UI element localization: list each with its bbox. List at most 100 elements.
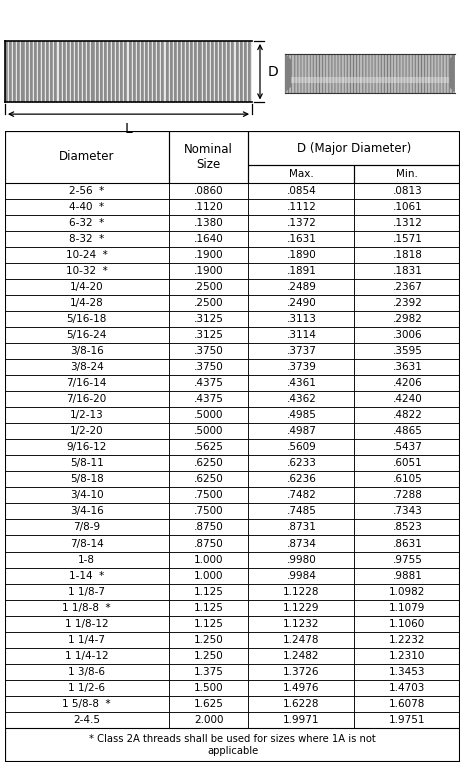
- Bar: [169, 696, 248, 712]
- Bar: [232, 41, 233, 103]
- Bar: [286, 54, 287, 93]
- Bar: [248, 600, 354, 615]
- Bar: [71, 41, 73, 103]
- Bar: [285, 54, 286, 93]
- Bar: [169, 584, 248, 600]
- Bar: [238, 41, 239, 103]
- Bar: [413, 54, 414, 93]
- Bar: [170, 41, 172, 103]
- Bar: [335, 54, 336, 93]
- Bar: [164, 41, 166, 103]
- Bar: [38, 41, 40, 103]
- Bar: [169, 664, 248, 680]
- Bar: [354, 615, 460, 632]
- Text: 1 1/4-12: 1 1/4-12: [65, 650, 108, 661]
- Bar: [248, 696, 354, 712]
- Bar: [169, 600, 248, 615]
- Text: 10-24  *: 10-24 *: [66, 251, 107, 260]
- Bar: [416, 54, 417, 93]
- Bar: [321, 54, 322, 93]
- Bar: [248, 567, 354, 584]
- Text: 1/2-20: 1/2-20: [70, 426, 104, 436]
- Text: 1.125: 1.125: [193, 619, 224, 629]
- Bar: [169, 488, 248, 503]
- Bar: [348, 54, 349, 93]
- Text: .0860: .0860: [194, 186, 223, 196]
- Bar: [172, 41, 174, 103]
- Bar: [296, 54, 297, 93]
- Bar: [248, 552, 354, 567]
- Bar: [112, 41, 114, 103]
- Bar: [69, 41, 71, 103]
- Text: .3739: .3739: [286, 363, 316, 373]
- Text: 1.3726: 1.3726: [283, 667, 319, 677]
- Bar: [7, 41, 9, 103]
- Text: .3595: .3595: [392, 346, 422, 356]
- Text: 1 1/2-6: 1 1/2-6: [68, 682, 105, 692]
- Bar: [431, 54, 432, 93]
- Text: .3631: .3631: [392, 363, 422, 373]
- Bar: [385, 54, 386, 93]
- Text: .8734: .8734: [286, 538, 316, 548]
- Bar: [169, 199, 248, 216]
- Bar: [5, 231, 169, 247]
- Bar: [432, 54, 433, 93]
- Bar: [178, 41, 180, 103]
- Text: .1120: .1120: [194, 202, 224, 212]
- Text: .1312: .1312: [392, 218, 422, 228]
- Bar: [324, 54, 325, 93]
- Bar: [169, 423, 248, 440]
- Bar: [342, 54, 343, 93]
- Bar: [316, 54, 317, 93]
- Bar: [106, 41, 108, 103]
- Text: .1061: .1061: [392, 202, 422, 212]
- Text: .1571: .1571: [392, 234, 422, 244]
- Bar: [313, 54, 314, 93]
- Bar: [366, 54, 367, 93]
- Bar: [338, 54, 339, 93]
- Bar: [227, 41, 229, 103]
- Text: .1380: .1380: [194, 218, 224, 228]
- Bar: [98, 41, 100, 103]
- Bar: [248, 408, 354, 423]
- Text: 1-8: 1-8: [78, 555, 95, 565]
- Bar: [341, 54, 342, 93]
- Bar: [169, 263, 248, 279]
- Text: 1.1228: 1.1228: [283, 587, 319, 597]
- Bar: [59, 41, 60, 103]
- Bar: [169, 455, 248, 471]
- Text: 1 1/8-8  *: 1 1/8-8 *: [62, 603, 111, 612]
- Bar: [169, 503, 248, 520]
- Bar: [354, 440, 460, 455]
- Text: .0813: .0813: [392, 186, 422, 196]
- Bar: [452, 54, 453, 93]
- Bar: [375, 54, 376, 93]
- Bar: [5, 680, 169, 696]
- Bar: [397, 54, 398, 93]
- Bar: [248, 664, 354, 680]
- Bar: [382, 54, 383, 93]
- Bar: [135, 41, 137, 103]
- Bar: [108, 41, 110, 103]
- Bar: [371, 54, 372, 93]
- Bar: [5, 296, 169, 311]
- Bar: [120, 41, 122, 103]
- Bar: [423, 54, 424, 93]
- Bar: [301, 54, 302, 93]
- Bar: [441, 54, 442, 93]
- Bar: [233, 41, 236, 103]
- Bar: [5, 183, 169, 199]
- Bar: [418, 54, 419, 93]
- Bar: [236, 41, 238, 103]
- Text: .4987: .4987: [286, 426, 316, 436]
- Bar: [383, 54, 384, 93]
- Text: .6250: .6250: [194, 458, 224, 468]
- Text: .5437: .5437: [392, 443, 422, 453]
- Bar: [307, 54, 308, 93]
- Text: .4985: .4985: [286, 410, 316, 420]
- Bar: [440, 54, 441, 93]
- Bar: [5, 696, 169, 712]
- Bar: [430, 54, 431, 93]
- Text: .6051: .6051: [392, 458, 422, 468]
- Bar: [417, 54, 418, 93]
